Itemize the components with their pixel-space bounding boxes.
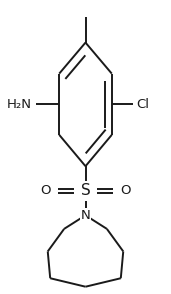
Text: S: S [81, 183, 90, 198]
Text: H₂N: H₂N [7, 98, 32, 111]
Text: O: O [120, 184, 130, 197]
Text: Cl: Cl [136, 98, 149, 111]
Text: O: O [41, 184, 51, 197]
Text: N: N [81, 209, 90, 222]
